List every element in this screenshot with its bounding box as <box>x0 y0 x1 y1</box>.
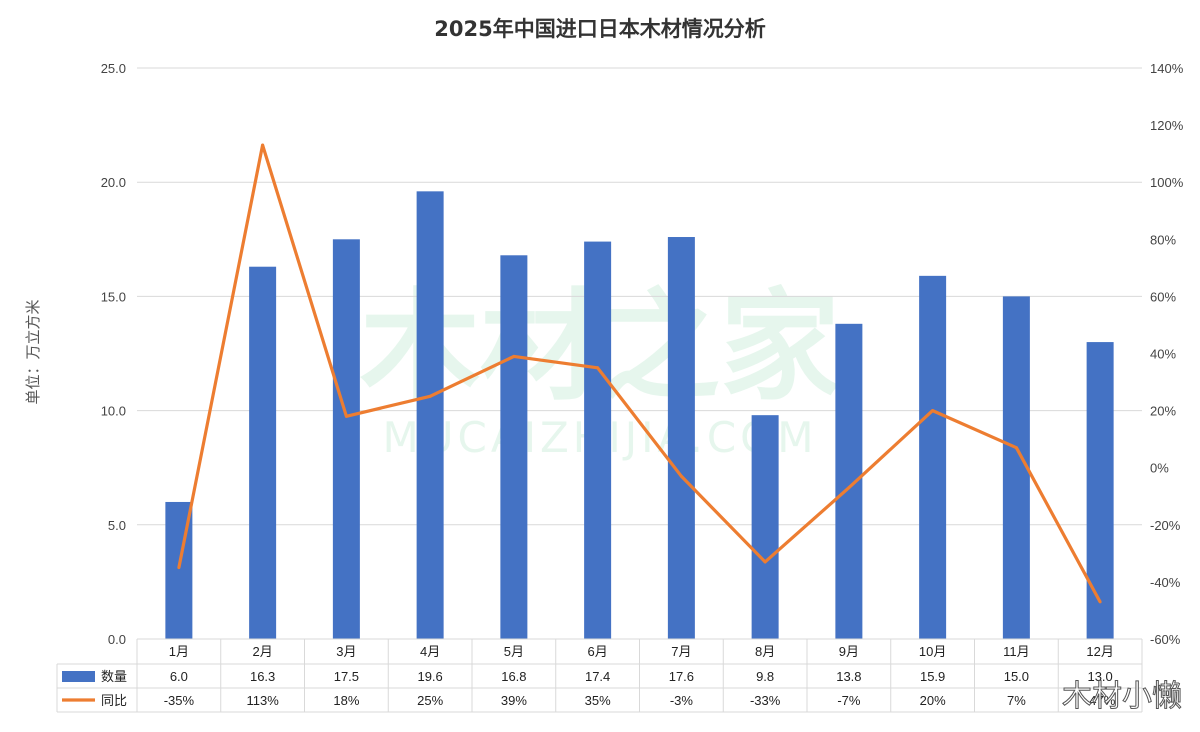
line-point <box>679 474 683 478</box>
bar <box>500 255 528 639</box>
signature: 木材小懒 <box>1062 679 1182 714</box>
line-point <box>344 414 348 418</box>
right-tick-label: 60% <box>1150 289 1176 304</box>
bar-value-label: 13.8 <box>836 669 861 684</box>
right-axis: -60% -40% -20% 0% 20% 40% 60% 80% 100% 120% 140% <box>1150 61 1184 647</box>
line-point <box>847 486 851 490</box>
line-point <box>177 566 181 570</box>
bar <box>751 415 779 639</box>
bar-value-label: 9.8 <box>756 669 774 684</box>
right-tick-label: -60% <box>1150 632 1181 647</box>
category-label: 4月 <box>420 644 440 659</box>
line-value-label: 35% <box>585 693 611 708</box>
line-point <box>261 143 265 147</box>
left-tick-label: 15.0 <box>101 289 126 304</box>
bar-value-label: 17.4 <box>585 669 610 684</box>
bar-value-label: 15.9 <box>920 669 945 684</box>
category-label: 6月 <box>588 644 608 659</box>
right-tick-label: -40% <box>1150 575 1181 590</box>
bar-value-label: 17.5 <box>334 669 359 684</box>
bar-value-label: 13.0 <box>1087 669 1112 684</box>
category-label: 1月 <box>169 644 189 659</box>
category-label: 5月 <box>504 644 524 659</box>
right-tick-label: -20% <box>1150 518 1181 533</box>
line-value-label: 7% <box>1007 693 1026 708</box>
line-value-label: -33% <box>750 693 781 708</box>
bar-value-label: 15.0 <box>1004 669 1029 684</box>
category-label: 3月 <box>336 644 356 659</box>
line-point <box>763 560 767 564</box>
right-tick-label: 80% <box>1150 232 1176 247</box>
left-axis: 0.0 5.0 10.0 15.0 20.0 25.0 <box>101 61 126 647</box>
y-axis-unit-label: 单位：万立方米 <box>24 299 42 404</box>
category-label: 9月 <box>839 644 859 659</box>
bar-value-label: 6.0 <box>170 669 188 684</box>
bar <box>1002 296 1030 639</box>
bar <box>249 266 277 639</box>
right-tick-label: 120% <box>1150 118 1184 133</box>
line-point <box>428 394 432 398</box>
right-tick-label: 100% <box>1150 175 1184 190</box>
line-point <box>931 409 935 413</box>
bar <box>332 239 360 640</box>
line-value-label: -35% <box>164 693 195 708</box>
series-line <box>177 143 1102 603</box>
category-label: 12月 <box>1086 644 1113 659</box>
left-tick-label: 5.0 <box>108 518 126 533</box>
category-label: 10月 <box>919 644 946 659</box>
left-tick-label: 20.0 <box>101 175 126 190</box>
line-value-label: -3% <box>670 693 694 708</box>
left-tick-label: 10.0 <box>101 404 126 419</box>
chart-title: 2025年中国进口日本木材情况分析 <box>434 17 765 41</box>
line-point <box>1014 446 1018 450</box>
category-label: 8月 <box>755 644 775 659</box>
category-label: 7月 <box>671 644 691 659</box>
line-value-label: 39% <box>501 693 527 708</box>
right-tick-label: 0% <box>1150 461 1169 476</box>
legend-key-bar <box>62 671 95 682</box>
category-label: 11月 <box>1003 644 1030 659</box>
line-point <box>1098 600 1102 604</box>
line-value-label: 20% <box>920 693 946 708</box>
legend-label-bar: 数量 <box>101 669 127 684</box>
bar <box>416 191 444 639</box>
line-value-label: 18% <box>333 693 359 708</box>
bar <box>584 241 612 640</box>
bar-value-label: 16.3 <box>250 669 275 684</box>
right-tick-label: 140% <box>1150 61 1184 76</box>
line-point <box>596 366 600 370</box>
bar-value-label: 16.8 <box>501 669 526 684</box>
bar-series <box>165 191 1114 640</box>
line-point <box>512 354 516 358</box>
bar <box>1086 342 1114 639</box>
bar <box>835 323 863 639</box>
line-value-label: 113% <box>246 693 279 708</box>
bar-value-label: 19.6 <box>417 669 442 684</box>
left-tick-label: 0.0 <box>108 632 126 647</box>
right-tick-label: 20% <box>1150 404 1176 419</box>
legend-label-line: 同比 <box>101 693 127 708</box>
data-table: 1月 6.0 -35% 2月 16.3 113% 3月 17.5 18% 4月 19.6 25% 5月 1… <box>56 638 1143 713</box>
line-series <box>177 143 1102 604</box>
left-tick-label: 25.0 <box>101 61 126 76</box>
bar-value-label: 17.6 <box>669 669 694 684</box>
line-value-label: -47% <box>1085 693 1116 708</box>
right-tick-label: 40% <box>1150 347 1176 362</box>
line-value-label: -7% <box>837 693 861 708</box>
bar <box>667 237 695 640</box>
line-value-label: 25% <box>417 693 443 708</box>
category-label: 2月 <box>253 644 273 659</box>
bar <box>919 275 947 639</box>
